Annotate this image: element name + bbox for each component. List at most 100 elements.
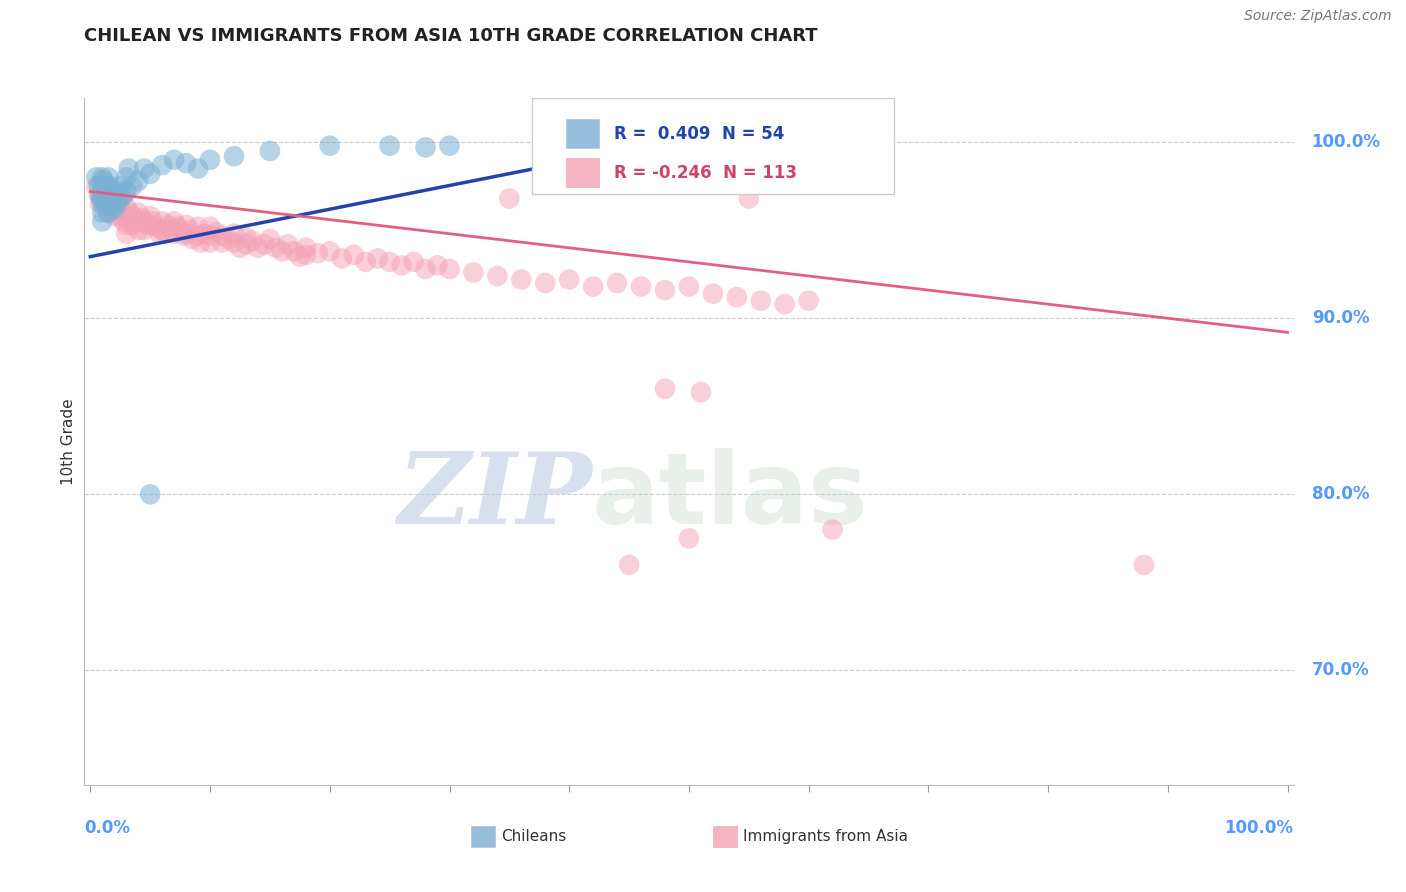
Point [105,196,128,211]
Point [378,255,401,269]
Point [112,188,135,202]
Point [277,237,299,252]
Point [606,276,628,290]
Point [157,218,180,232]
Point [93,194,115,209]
Point [1133,558,1156,572]
Point [534,276,557,290]
Point [738,192,761,206]
Point [121,218,143,232]
Point [378,138,401,153]
Point [91,205,114,219]
Text: Immigrants from Asia: Immigrants from Asia [744,829,908,844]
Point [115,209,138,223]
Point [91,170,114,185]
Point [198,219,221,234]
Point [163,227,186,241]
Point [173,228,195,243]
Point [354,255,377,269]
Point [131,211,153,225]
Point [121,179,143,194]
Point [367,252,389,266]
Point [510,272,533,286]
Point [295,248,318,262]
Text: 100.0%: 100.0% [1225,819,1294,838]
Point [654,283,676,297]
Point [439,262,461,277]
Point [678,279,700,293]
Point [415,262,437,277]
Point [118,161,141,176]
Text: 0.0%: 0.0% [84,819,131,838]
Point [229,241,252,255]
Point [91,214,114,228]
Point [174,227,197,241]
Point [145,219,167,234]
Point [246,241,269,255]
Point [617,558,640,572]
Point [558,136,581,151]
Point [134,223,156,237]
Point [415,140,437,154]
Point [654,382,676,396]
Point [253,237,276,252]
Text: 100.0%: 100.0% [1312,133,1381,151]
Point [391,259,413,273]
Point [105,205,128,219]
Bar [713,826,737,847]
Point [110,209,132,223]
Text: R = -0.246  N = 113: R = -0.246 N = 113 [614,163,797,182]
Point [115,200,138,214]
Point [486,268,509,283]
Point [93,179,115,194]
Point [211,228,233,243]
Point [187,228,209,243]
Point [103,209,125,223]
Point [86,179,108,194]
Point [725,290,748,304]
Bar [471,826,495,847]
Point [91,179,114,194]
Point [198,235,221,250]
Point [87,179,110,194]
Point [163,153,186,167]
Point [89,188,111,202]
Point [288,250,311,264]
Point [134,214,156,228]
Point [105,188,128,202]
Point [259,232,281,246]
Point [174,156,197,170]
Point [103,194,125,208]
Point [222,227,245,241]
Point [678,532,700,546]
Point [187,219,209,234]
Point [163,214,186,228]
Point [96,179,118,194]
Point [319,244,342,259]
Point [283,244,305,259]
Point [155,227,177,241]
Point [259,144,281,158]
Point [264,241,287,255]
Point [115,218,138,232]
Point [98,179,121,194]
Point [86,170,108,185]
Text: 90.0%: 90.0% [1312,310,1369,327]
Point [630,279,652,293]
Point [240,234,263,248]
Point [187,161,209,176]
Point [160,223,183,237]
Point [101,200,124,214]
Point [217,232,239,246]
Point [498,192,520,206]
Point [222,149,245,163]
Point [797,293,820,308]
Point [100,194,122,208]
Point [112,214,135,228]
Text: CHILEAN VS IMMIGRANTS FROM ASIA 10TH GRADE CORRELATION CHART: CHILEAN VS IMMIGRANTS FROM ASIA 10TH GRA… [84,27,818,45]
Point [101,192,124,206]
Point [91,196,114,211]
Text: ZIP: ZIP [398,449,592,545]
Bar [565,158,599,187]
Point [169,223,191,237]
